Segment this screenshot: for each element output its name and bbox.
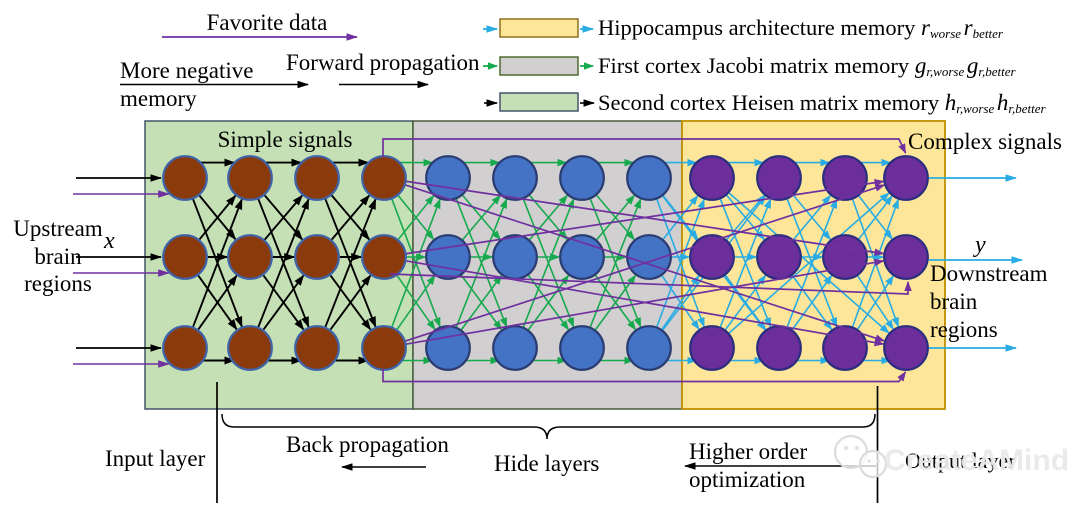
svg-text:optimization: optimization — [689, 467, 806, 492]
svg-text:Input layer: Input layer — [105, 446, 206, 471]
svg-text:x: x — [103, 228, 115, 254]
svg-text:Output layer: Output layer — [905, 448, 1016, 473]
svg-text:brain: brain — [930, 289, 978, 314]
svg-text:CreateAMind: CreateAMind — [884, 444, 1069, 477]
svg-text:Downstream: Downstream — [930, 261, 1048, 286]
svg-text:regions: regions — [24, 271, 92, 296]
svg-text:Back propagation: Back propagation — [286, 432, 449, 457]
svg-text:More negative: More negative — [120, 58, 253, 83]
svg-text:Forward propagation: Forward propagation — [286, 50, 480, 75]
svg-text:Higher order: Higher order — [689, 439, 807, 464]
svg-text:brain: brain — [34, 244, 82, 269]
svg-text:Complex signals: Complex signals — [908, 129, 1062, 154]
svg-text:Favorite data: Favorite data — [207, 10, 328, 35]
svg-text:Upstream: Upstream — [13, 216, 103, 241]
svg-text:Simple signals: Simple signals — [218, 127, 353, 152]
svg-text:y: y — [973, 232, 986, 258]
svg-text:regions: regions — [930, 317, 998, 342]
svg-text:Second cortex Heisen matrix me: Second cortex Heisen matrix memory hr,wo… — [598, 90, 1046, 116]
svg-text:Hide layers: Hide layers — [494, 451, 599, 476]
svg-text:memory: memory — [120, 86, 197, 111]
